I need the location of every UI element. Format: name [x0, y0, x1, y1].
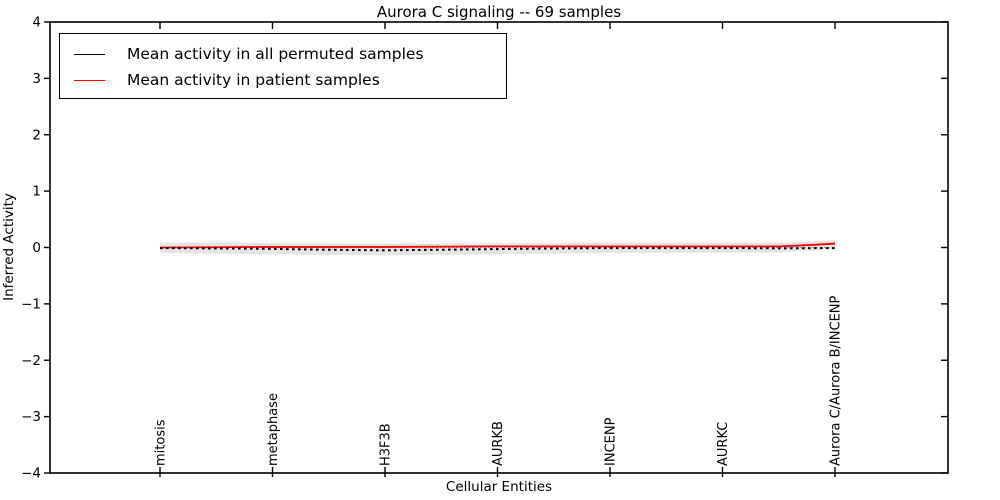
y-tick-label: −1 [21, 296, 41, 312]
legend: Mean activity in all permuted samples Me… [59, 33, 507, 99]
x-tick-label: INCENP [604, 417, 619, 466]
patient-line-swatch [74, 79, 105, 81]
y-tick-label: 2 [32, 127, 41, 143]
y-axis-label: Inferred Activity [1, 193, 17, 301]
patient-mean-line [159, 242, 836, 249]
y-tick-label: −3 [21, 409, 41, 425]
x-tick-label: AURKC [716, 422, 731, 466]
x-tick-label: mitosis [154, 419, 169, 466]
y-tick-label: 1 [32, 184, 41, 200]
x-tick-label: metaphase [266, 393, 281, 466]
y-tick-label: 0 [32, 240, 41, 256]
legend-label-permuted: Mean activity in all permuted samples [127, 45, 424, 63]
chart-title: Aurora C signaling -- 69 samples [376, 3, 622, 21]
x-tick-label: H3F3B [379, 423, 394, 466]
legend-label-patient: Mean activity in patient samples [127, 71, 380, 89]
y-tick-label: −2 [21, 353, 41, 369]
y-tick-label: 4 [32, 15, 41, 31]
y-tick-label: 3 [32, 71, 41, 87]
permuted-line-swatch [74, 53, 105, 55]
x-tick-label: Aurora C/Aurora B/INCENP [829, 295, 844, 466]
y-tick-label: −4 [21, 466, 41, 482]
legend-item-permuted: Mean activity in all permuted samples [60, 41, 506, 67]
x-axis-label: Cellular Entities [445, 479, 553, 495]
x-tick-label: AURKB [491, 421, 506, 466]
legend-item-patient: Mean activity in patient samples [60, 67, 506, 93]
